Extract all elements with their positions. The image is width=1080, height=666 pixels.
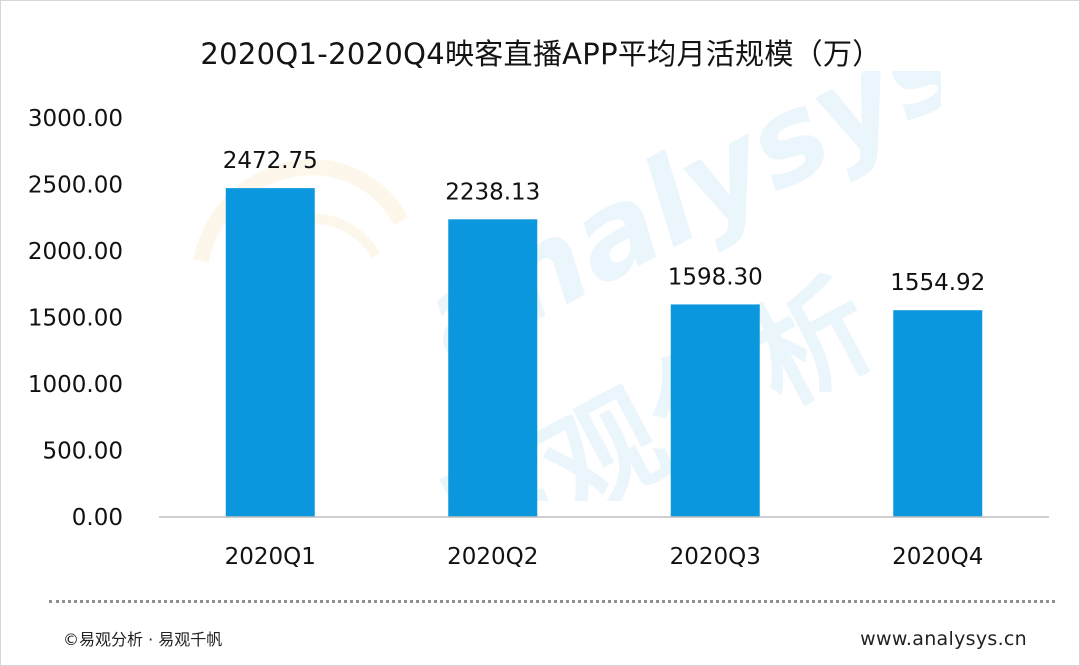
bar-value-label: 1554.92 xyxy=(890,270,985,296)
bar xyxy=(448,219,538,517)
y-tick-label: 3000.00 xyxy=(28,106,123,132)
y-tick-label: 1000.00 xyxy=(28,372,123,398)
footer-website: www.analysys.cn xyxy=(860,628,1027,650)
x-axis-ticks: 2020Q1 2020Q2 2020Q3 2020Q4 xyxy=(225,544,984,570)
bar-value-label: 2238.13 xyxy=(445,179,540,205)
footer-copyright: ©易观分析 · 易观千帆 xyxy=(63,630,223,649)
footer-divider xyxy=(49,600,1055,603)
bar-value-label: 2472.75 xyxy=(223,148,318,174)
x-tick-label: 2020Q1 xyxy=(225,544,316,570)
x-tick-label: 2020Q3 xyxy=(670,544,761,570)
bar xyxy=(670,304,760,517)
bar-value-labels: 2472.75 2238.13 1598.30 1554.92 xyxy=(223,148,986,296)
y-tick-label: 500.00 xyxy=(43,439,123,465)
x-tick-label: 2020Q2 xyxy=(447,544,538,570)
bar xyxy=(225,188,315,517)
chart-title: 2020Q1-2020Q4映客直播APP平均月活规模（万） xyxy=(200,37,882,71)
x-tick-label: 2020Q4 xyxy=(892,544,983,570)
bar-series xyxy=(225,188,983,517)
y-tick-label: 2000.00 xyxy=(28,239,123,265)
bar xyxy=(893,310,983,517)
y-tick-label: 2500.00 xyxy=(28,173,123,199)
y-axis-ticks: 0.00 500.00 1000.00 1500.00 2000.00 2500.00 30… xyxy=(28,106,123,531)
y-tick-label: 1500.00 xyxy=(28,306,123,332)
bar-value-label: 1598.30 xyxy=(668,264,763,290)
y-tick-label: 0.00 xyxy=(72,505,123,531)
